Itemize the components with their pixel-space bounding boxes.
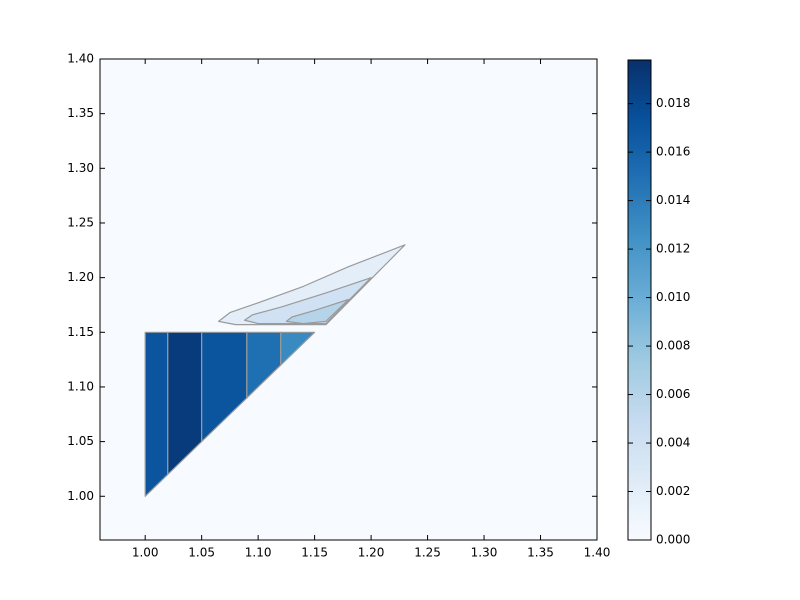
colorbar-tick-label: 0.002 (656, 484, 690, 498)
y-tick-label: 1.35 (67, 106, 94, 120)
colorbar-tick-label: 0.018 (656, 96, 690, 110)
colorbar-tick-label: 0.000 (656, 533, 690, 547)
colorbar (627, 59, 652, 541)
y-tick-label: 1.15 (67, 325, 94, 339)
y-tick-label: 1.10 (67, 379, 94, 393)
y-tick-label: 1.40 (67, 52, 94, 66)
contour-region (285, 298, 350, 325)
colorbar-tick-label: 0.008 (656, 339, 690, 353)
x-tick-label: 1.25 (414, 546, 441, 560)
colorbar-tick-label: 0.004 (656, 436, 690, 450)
x-tick-label: 1.40 (584, 546, 611, 560)
colorbar-tick-label: 0.014 (656, 193, 690, 207)
x-tick-label: 1.20 (358, 546, 385, 560)
x-tick-label: 1.15 (301, 546, 328, 560)
x-tick-label: 1.05 (188, 546, 215, 560)
x-tick-label: 1.00 (132, 546, 159, 560)
contour-region (144, 331, 169, 497)
colorbar-tick-label: 0.016 (656, 145, 690, 159)
x-tick-label: 1.35 (527, 546, 554, 560)
contour-region (280, 331, 316, 366)
colorbar-tick-label: 0.006 (656, 387, 690, 401)
x-tick-label: 1.30 (471, 546, 498, 560)
y-tick-label: 1.05 (67, 434, 94, 448)
x-tick-label: 1.10 (245, 546, 272, 560)
y-tick-label: 1.20 (67, 270, 94, 284)
colorbar-tick-label: 0.012 (656, 242, 690, 256)
y-tick-label: 1.25 (67, 215, 94, 229)
plot-frame (99, 58, 598, 541)
contour-region (218, 244, 406, 326)
contour-region (243, 277, 372, 325)
colorbar-tick-label: 0.010 (656, 290, 690, 304)
y-tick-label: 1.30 (67, 161, 94, 175)
y-tick-label: 1.00 (67, 489, 94, 503)
